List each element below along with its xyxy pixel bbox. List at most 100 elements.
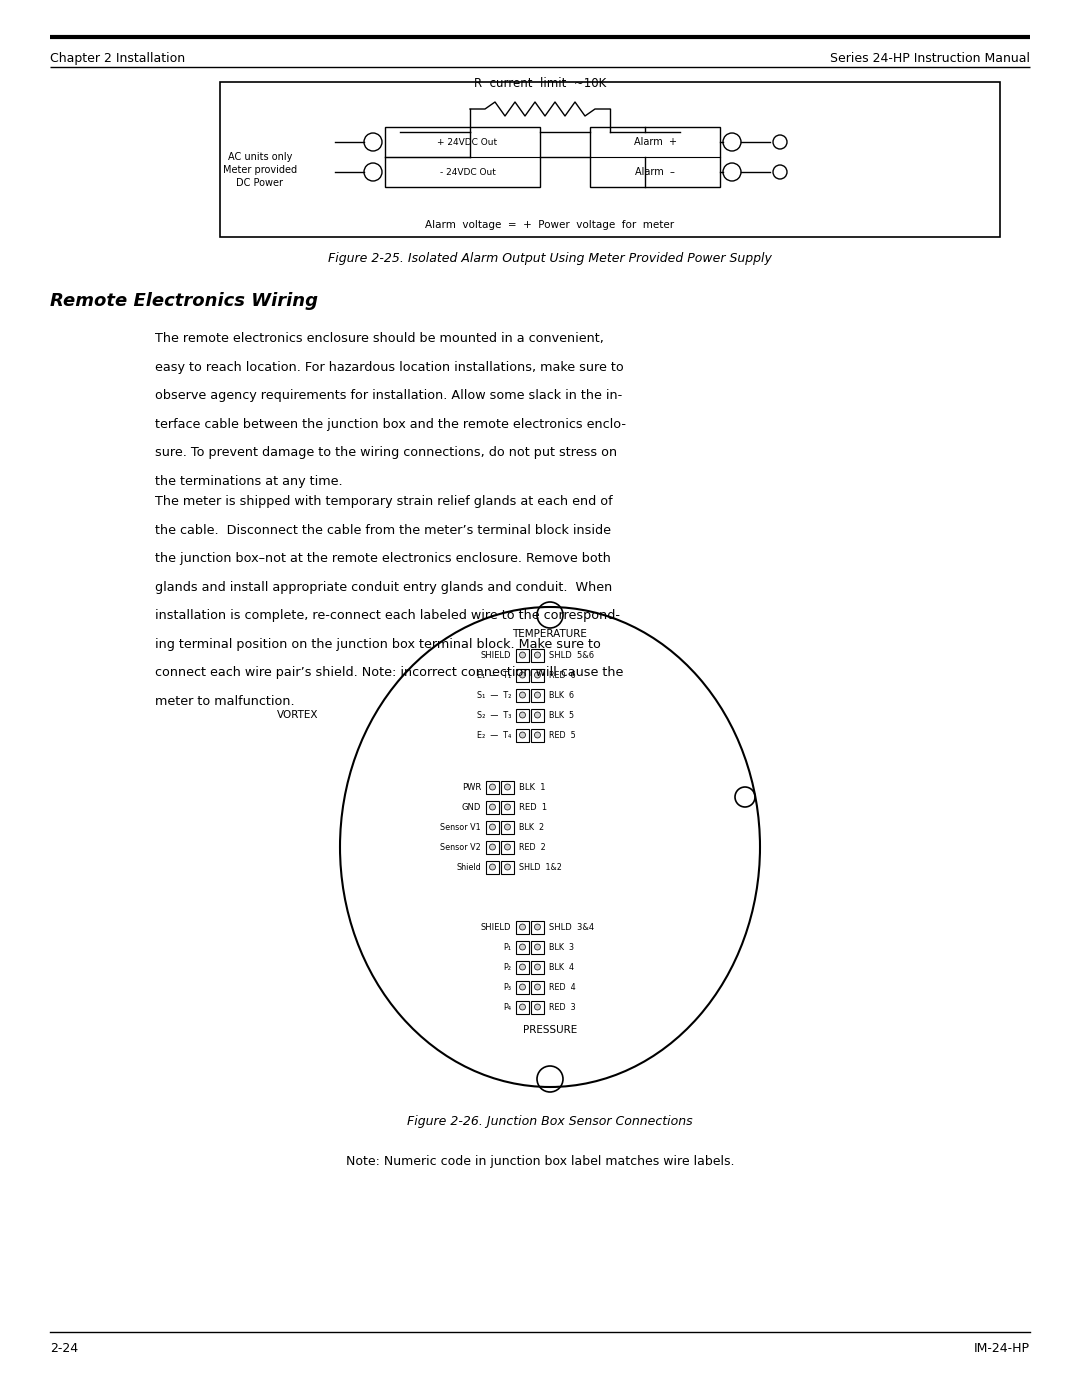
Text: SHIELD: SHIELD bbox=[481, 922, 511, 932]
Circle shape bbox=[535, 672, 540, 678]
Text: BLK  1: BLK 1 bbox=[519, 782, 545, 792]
Text: Figure 2-26. Junction Box Sensor Connections: Figure 2-26. Junction Box Sensor Connect… bbox=[407, 1115, 692, 1127]
FancyBboxPatch shape bbox=[516, 689, 529, 701]
FancyBboxPatch shape bbox=[531, 689, 544, 701]
Text: Remote Electronics Wiring: Remote Electronics Wiring bbox=[50, 292, 318, 310]
Circle shape bbox=[535, 983, 540, 990]
Text: sure. To prevent damage to the wiring connections, do not put stress on: sure. To prevent damage to the wiring co… bbox=[156, 446, 617, 460]
Text: installation is complete, re-connect each labeled wire to the correspond-: installation is complete, re-connect eac… bbox=[156, 609, 620, 622]
FancyBboxPatch shape bbox=[531, 648, 544, 662]
Text: P₄: P₄ bbox=[503, 1003, 511, 1011]
Text: Chapter 2 Installation: Chapter 2 Installation bbox=[50, 52, 185, 66]
Circle shape bbox=[504, 784, 511, 789]
FancyBboxPatch shape bbox=[486, 861, 499, 873]
FancyBboxPatch shape bbox=[516, 1000, 529, 1013]
Text: RED  5: RED 5 bbox=[549, 731, 576, 739]
Circle shape bbox=[535, 1004, 540, 1010]
Circle shape bbox=[519, 964, 526, 970]
Circle shape bbox=[489, 863, 496, 870]
Circle shape bbox=[519, 923, 526, 930]
FancyBboxPatch shape bbox=[531, 669, 544, 682]
Text: Figure 2-25. Isolated Alarm Output Using Meter Provided Power Supply: Figure 2-25. Isolated Alarm Output Using… bbox=[328, 251, 772, 265]
Text: Sensor V2: Sensor V2 bbox=[441, 842, 481, 852]
Text: The remote electronics enclosure should be mounted in a convenient,: The remote electronics enclosure should … bbox=[156, 332, 604, 345]
Text: easy to reach location. For hazardous location installations, make sure to: easy to reach location. For hazardous lo… bbox=[156, 360, 624, 373]
Text: RED  4: RED 4 bbox=[549, 982, 576, 992]
FancyBboxPatch shape bbox=[501, 861, 514, 873]
FancyBboxPatch shape bbox=[516, 648, 529, 662]
Circle shape bbox=[535, 652, 540, 658]
FancyBboxPatch shape bbox=[590, 127, 720, 187]
FancyBboxPatch shape bbox=[516, 708, 529, 721]
FancyBboxPatch shape bbox=[531, 961, 544, 974]
Text: P₂: P₂ bbox=[503, 963, 511, 971]
Circle shape bbox=[519, 652, 526, 658]
Circle shape bbox=[519, 983, 526, 990]
FancyBboxPatch shape bbox=[220, 82, 1000, 237]
Text: observe agency requirements for installation. Allow some slack in the in-: observe agency requirements for installa… bbox=[156, 388, 622, 402]
Circle shape bbox=[519, 712, 526, 718]
FancyBboxPatch shape bbox=[501, 841, 514, 854]
Text: RED  3: RED 3 bbox=[549, 1003, 576, 1011]
Text: Series 24-HP Instruction Manual: Series 24-HP Instruction Manual bbox=[831, 52, 1030, 66]
FancyBboxPatch shape bbox=[531, 708, 544, 721]
FancyBboxPatch shape bbox=[501, 781, 514, 793]
Text: P₁: P₁ bbox=[503, 943, 511, 951]
FancyBboxPatch shape bbox=[486, 841, 499, 854]
Text: R  current  limit  ~10K: R current limit ~10K bbox=[474, 77, 606, 89]
Circle shape bbox=[535, 964, 540, 970]
Text: BLK  2: BLK 2 bbox=[519, 823, 544, 831]
Text: Sensor V1: Sensor V1 bbox=[441, 823, 481, 831]
Circle shape bbox=[535, 712, 540, 718]
FancyBboxPatch shape bbox=[531, 728, 544, 742]
Text: SHLD  3&4: SHLD 3&4 bbox=[549, 922, 594, 932]
Text: 2-24: 2-24 bbox=[50, 1343, 78, 1355]
Circle shape bbox=[504, 863, 511, 870]
FancyBboxPatch shape bbox=[531, 940, 544, 954]
Circle shape bbox=[504, 844, 511, 849]
FancyBboxPatch shape bbox=[516, 728, 529, 742]
Circle shape bbox=[519, 732, 526, 738]
Text: Alarm  +: Alarm + bbox=[634, 137, 676, 147]
FancyBboxPatch shape bbox=[501, 820, 514, 834]
Circle shape bbox=[519, 1004, 526, 1010]
FancyBboxPatch shape bbox=[531, 981, 544, 993]
Text: S₁  —  T₂: S₁ — T₂ bbox=[476, 690, 511, 700]
Text: meter to malfunction.: meter to malfunction. bbox=[156, 694, 295, 707]
FancyBboxPatch shape bbox=[531, 1000, 544, 1013]
Circle shape bbox=[504, 824, 511, 830]
Text: AC units only
Meter provided
DC Power: AC units only Meter provided DC Power bbox=[222, 152, 297, 189]
Circle shape bbox=[489, 805, 496, 810]
Circle shape bbox=[519, 672, 526, 678]
Text: ing terminal position on the junction box terminal block. Make sure to: ing terminal position on the junction bo… bbox=[156, 637, 600, 651]
FancyBboxPatch shape bbox=[516, 940, 529, 954]
Text: VORTEX: VORTEX bbox=[276, 710, 318, 719]
Text: PWR: PWR bbox=[462, 782, 481, 792]
Circle shape bbox=[535, 923, 540, 930]
Circle shape bbox=[489, 784, 496, 789]
Text: S₂  —  T₃: S₂ — T₃ bbox=[476, 711, 511, 719]
Text: BLK  5: BLK 5 bbox=[549, 711, 575, 719]
Text: the junction box–not at the remote electronics enclosure. Remove both: the junction box–not at the remote elect… bbox=[156, 552, 611, 564]
Circle shape bbox=[519, 692, 526, 698]
FancyBboxPatch shape bbox=[384, 127, 540, 187]
Text: SHLD  5&6: SHLD 5&6 bbox=[549, 651, 594, 659]
Text: glands and install appropriate conduit entry glands and conduit.  When: glands and install appropriate conduit e… bbox=[156, 581, 612, 594]
Text: E₂  —  T₄: E₂ — T₄ bbox=[476, 731, 511, 739]
Text: the terminations at any time.: the terminations at any time. bbox=[156, 475, 342, 488]
FancyBboxPatch shape bbox=[516, 669, 529, 682]
Text: + 24VDC Out: + 24VDC Out bbox=[437, 137, 498, 147]
Circle shape bbox=[535, 944, 540, 950]
Circle shape bbox=[535, 732, 540, 738]
FancyBboxPatch shape bbox=[486, 820, 499, 834]
Text: Alarm  voltage  =  +  Power  voltage  for  meter: Alarm voltage = + Power voltage for mete… bbox=[426, 219, 675, 231]
Text: SHIELD: SHIELD bbox=[481, 651, 511, 659]
Text: RED  6: RED 6 bbox=[549, 671, 576, 679]
Text: RED  1: RED 1 bbox=[519, 802, 548, 812]
Text: the cable.  Disconnect the cable from the meter’s terminal block inside: the cable. Disconnect the cable from the… bbox=[156, 524, 611, 536]
FancyBboxPatch shape bbox=[486, 800, 499, 813]
Text: P₃: P₃ bbox=[503, 982, 511, 992]
FancyBboxPatch shape bbox=[531, 921, 544, 933]
Text: The meter is shipped with temporary strain relief glands at each end of: The meter is shipped with temporary stra… bbox=[156, 495, 612, 509]
Text: - 24VDC Out: - 24VDC Out bbox=[440, 168, 496, 176]
